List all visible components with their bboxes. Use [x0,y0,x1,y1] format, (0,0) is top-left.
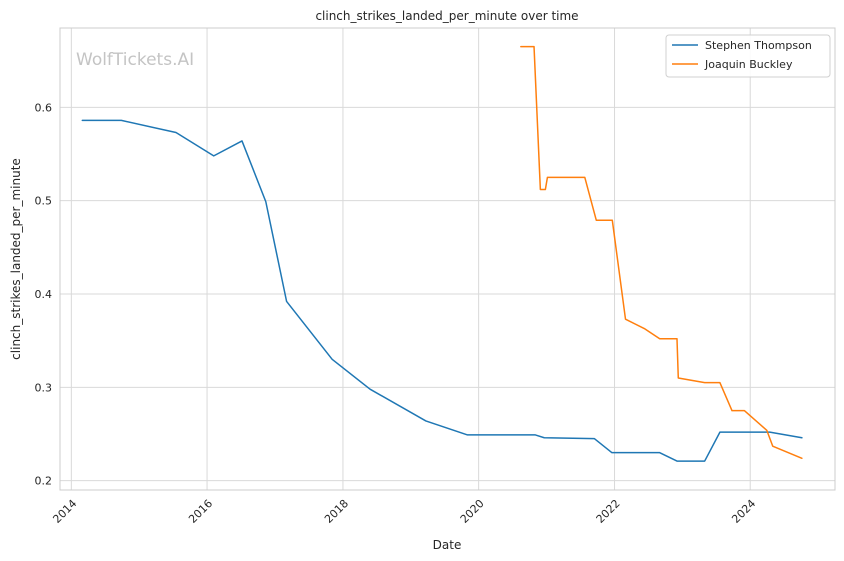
series-lines [81,45,803,462]
watermark: WolfTickets.AI [76,50,194,70]
y-tick-label: 0.2 [35,475,53,488]
legend-label-series-2: Joaquin Buckley [704,58,793,71]
x-axis-title: Date [433,538,462,552]
legend-box [665,34,831,78]
plot-area-frame [59,27,836,491]
legend: Stephen Thompson Joaquin Buckley [665,34,831,78]
y-tick-label: 0.4 [35,288,53,301]
y-tick-label: 0.3 [35,381,53,394]
y-axis-ticks: 0.2 0.3 0.4 0.5 0.6 [35,101,53,487]
legend-label-series-1: Stephen Thompson [705,39,812,52]
chart-title: clinch_strikes_landed_per_minute over ti… [315,9,578,23]
series-line-2 [520,45,803,460]
y-tick-label: 0.5 [35,195,53,208]
grid [60,28,835,490]
y-axis-title: clinch_strikes_landed_per_minute [9,158,23,360]
y-tick-label: 0.6 [35,101,53,114]
series-line-1 [81,119,803,462]
